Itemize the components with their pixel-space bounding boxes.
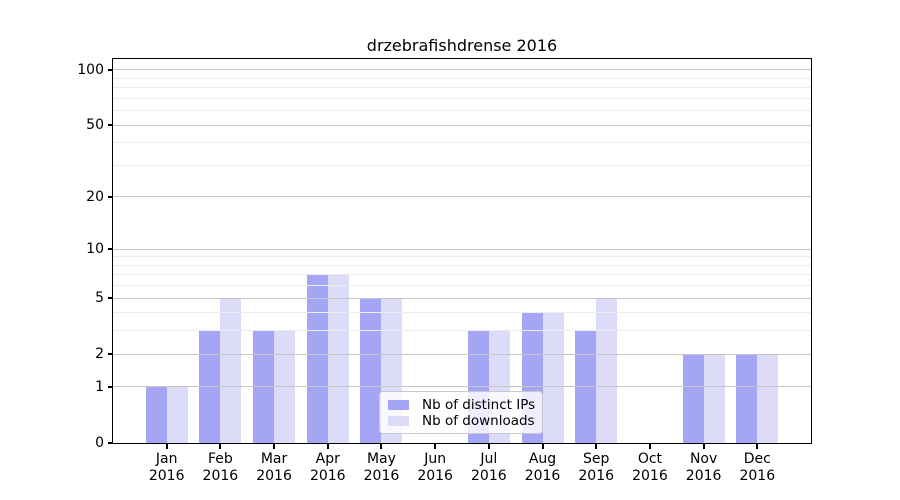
x-axis-tick-label: Oct 2016 bbox=[618, 451, 682, 485]
y-axis-tick bbox=[108, 248, 113, 251]
bar-nov-distinct-ips bbox=[682, 354, 704, 443]
bar-dec-distinct-ips bbox=[736, 354, 758, 443]
year-label: 2016 bbox=[256, 468, 292, 484]
year-label: 2016 bbox=[417, 468, 453, 484]
x-axis-tick bbox=[541, 444, 544, 449]
x-axis-tick bbox=[273, 444, 276, 449]
year-label: 2016 bbox=[471, 468, 507, 484]
x-axis-tick-label: Jan 2016 bbox=[135, 451, 199, 485]
month-label: Apr bbox=[315, 451, 340, 467]
x-axis-tick bbox=[702, 444, 705, 449]
year-label: 2016 bbox=[578, 468, 615, 484]
x-axis-tick bbox=[380, 444, 383, 449]
y-axis-tick bbox=[108, 442, 113, 444]
y-axis-tick bbox=[108, 195, 113, 198]
y-axis-tick-label: 2 bbox=[95, 346, 104, 363]
legend-label-distinct-ips: Nb of distinct IPs bbox=[422, 397, 536, 413]
x-axis-tick bbox=[219, 444, 222, 449]
legend-label-downloads: Nb of downloads bbox=[422, 413, 535, 429]
month-label: Jul bbox=[480, 451, 498, 467]
bar-mar-downloads bbox=[274, 330, 296, 443]
x-axis-tick-label: Feb 2016 bbox=[188, 451, 252, 485]
x-axis-tick-label: Jun 2016 bbox=[403, 451, 467, 485]
y-axis-tick bbox=[108, 68, 113, 71]
y-axis-tick-label: 0 bbox=[95, 435, 104, 451]
bar-mar-distinct-ips bbox=[253, 330, 275, 443]
x-axis-tick-label: Aug 2016 bbox=[511, 451, 575, 485]
x-axis-tick-label: Apr 2016 bbox=[296, 451, 360, 485]
x-axis-tick-label: Mar 2016 bbox=[242, 451, 306, 485]
legend-swatch-distinct-ips bbox=[388, 400, 409, 410]
bar-sep-downloads bbox=[596, 298, 618, 443]
month-label: Aug bbox=[528, 451, 557, 467]
bar-dec-downloads bbox=[757, 354, 779, 443]
x-axis-tick-label: Dec 2016 bbox=[725, 451, 789, 485]
x-axis-tick bbox=[648, 444, 651, 449]
x-axis-tick bbox=[595, 444, 598, 449]
x-axis-tick-label: Jul 2016 bbox=[457, 451, 521, 485]
x-axis-tick bbox=[434, 444, 437, 449]
year-label: 2016 bbox=[632, 468, 668, 484]
y-axis-tick-label: 10 bbox=[86, 241, 104, 258]
month-label: Jan bbox=[155, 451, 178, 467]
month-label: Oct bbox=[637, 451, 663, 467]
year-label: 2016 bbox=[202, 468, 239, 484]
legend-entry-distinct-ips: Nb of distinct IPs bbox=[388, 397, 536, 413]
y-axis-tick-label: 100 bbox=[77, 61, 104, 78]
year-label: 2016 bbox=[739, 468, 776, 484]
year-label: 2016 bbox=[685, 468, 722, 484]
bar-apr-downloads bbox=[327, 274, 349, 443]
year-label: 2016 bbox=[363, 468, 400, 484]
legend-swatch-downloads bbox=[388, 416, 409, 426]
plot-area: Nb of distinct IPs Nb of downloads bbox=[112, 58, 812, 444]
y-axis-tick bbox=[108, 297, 113, 300]
y-axis-tick-label: 5 bbox=[95, 290, 104, 307]
bar-may-distinct-ips bbox=[360, 298, 382, 443]
bars-layer bbox=[113, 59, 811, 443]
bar-feb-downloads bbox=[220, 298, 242, 443]
x-axis-tick bbox=[326, 444, 329, 449]
x-axis-tick-label: Nov 2016 bbox=[672, 451, 736, 485]
month-label: Dec bbox=[743, 451, 771, 467]
legend-entry-downloads: Nb of downloads bbox=[388, 413, 535, 429]
month-label: Jun bbox=[424, 451, 447, 467]
x-axis-tick bbox=[487, 444, 490, 449]
bar-sep-distinct-ips bbox=[575, 330, 597, 443]
y-axis-tick bbox=[108, 353, 113, 356]
year-label: 2016 bbox=[148, 468, 185, 484]
bar-jan-downloads bbox=[166, 386, 188, 443]
y-axis-tick-label: 1 bbox=[95, 378, 104, 395]
year-label: 2016 bbox=[309, 468, 346, 484]
month-label: Nov bbox=[689, 451, 718, 467]
bar-aug-downloads bbox=[542, 312, 564, 443]
month-label: Feb bbox=[207, 451, 233, 467]
x-axis-tick-label: May 2016 bbox=[349, 451, 413, 485]
x-axis-tick bbox=[756, 444, 759, 449]
y-axis-tick-label: 20 bbox=[86, 188, 104, 205]
y-axis-tick bbox=[108, 124, 113, 127]
bar-apr-distinct-ips bbox=[306, 274, 328, 443]
legend: Nb of distinct IPs Nb of downloads bbox=[379, 391, 543, 434]
chart-title: drzebrafishdrense 2016 bbox=[366, 36, 558, 55]
bar-feb-distinct-ips bbox=[199, 330, 221, 443]
month-label: Mar bbox=[260, 451, 288, 467]
bar-jan-distinct-ips bbox=[145, 386, 167, 443]
year-label: 2016 bbox=[524, 468, 561, 484]
y-axis-tick bbox=[108, 385, 113, 388]
month-label: Sep bbox=[583, 451, 610, 467]
y-axis-tick-label: 50 bbox=[86, 117, 104, 134]
x-axis-tick bbox=[165, 444, 168, 449]
bar-nov-downloads bbox=[703, 354, 725, 443]
x-axis-tick-label: Sep 2016 bbox=[564, 451, 628, 485]
month-label: May bbox=[366, 451, 396, 467]
